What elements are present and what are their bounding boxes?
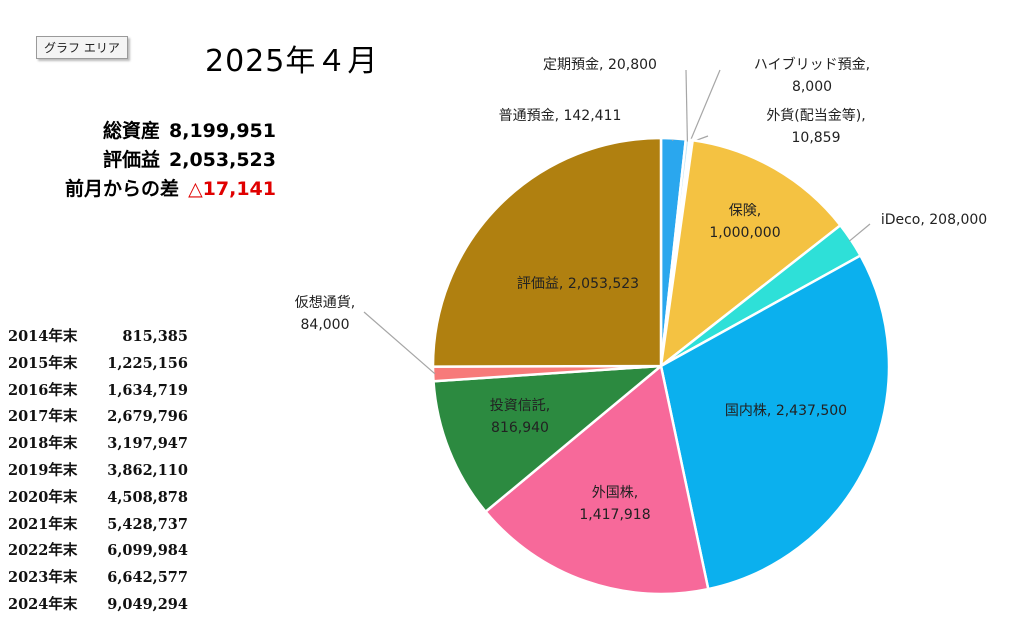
history-year: 2022年末 xyxy=(8,542,78,560)
history-row: 2014年末 815,385 xyxy=(8,324,188,351)
history-year: 2017年末 xyxy=(8,408,78,426)
slice-10-label: 仮想通貨, 84,000 xyxy=(295,294,355,333)
slice-8-label: 外国株, 1,417,918 xyxy=(579,485,650,523)
slice-3-label: ハイブリッド預金, 8,000 xyxy=(754,56,870,95)
history-row: 2020年末 4,508,878 xyxy=(8,485,188,512)
history-year: 2014年末 xyxy=(8,328,78,345)
history-value: 6,099,984 xyxy=(107,542,188,560)
history-value: 1,225,156 xyxy=(107,354,188,372)
slice-4-label: 外貨(配当金等), 10,859 xyxy=(766,107,865,146)
history-value: 3,197,947 xyxy=(107,435,188,453)
slice-7-wedge[interactable] xyxy=(659,253,891,591)
total-assets-value: 8,199,951 xyxy=(169,120,276,142)
monthly-diff-value: △17,141 xyxy=(188,178,276,200)
history-row: 2015年末 1,225,156 xyxy=(8,351,188,378)
history-value: 4,508,878 xyxy=(107,488,188,506)
slice-5-wedge[interactable] xyxy=(659,138,843,369)
slice-3-leader-line xyxy=(689,69,721,143)
monthly-diff-label: 前月からの差 xyxy=(65,178,180,200)
total-assets-row: 総資産 8,199,951 xyxy=(65,117,276,146)
history-year: 2024年末 xyxy=(8,595,78,613)
history-year: 2018年末 xyxy=(8,435,78,453)
monthly-diff-row: 前月からの差 △17,141 xyxy=(65,175,276,204)
history-value: 2,679,796 xyxy=(107,408,188,426)
history-row: 2019年末 3,862,110 xyxy=(8,458,188,485)
slice-9-label: 投資信託, 816,940 xyxy=(490,398,550,436)
history-year: 2019年末 xyxy=(8,461,78,479)
slice-6-leader-line xyxy=(849,223,871,242)
history-year: 2021年末 xyxy=(8,515,78,533)
history-year: 2015年末 xyxy=(8,354,78,372)
total-assets-label: 総資産 xyxy=(103,120,161,142)
history-row: 2023年末 6,642,577 xyxy=(8,565,188,592)
slice-11-label: 評価益, 2,053,523 xyxy=(517,276,639,292)
slice-5-label: 保険, 1,000,000 xyxy=(709,203,780,241)
history-value: 1,634,719 xyxy=(107,381,188,399)
slice-10-leader-line xyxy=(363,311,436,375)
history-row: 2022年末 6,099,984 xyxy=(8,538,188,565)
slice-1-label: 普通預金, 142,411 xyxy=(499,108,622,124)
history-row: 2018年末 3,197,947 xyxy=(8,431,188,458)
valuation-gain-row: 評価益 2,053,523 xyxy=(65,146,276,175)
history-value: 6,642,577 xyxy=(107,569,188,587)
slice-9-wedge[interactable] xyxy=(432,364,665,514)
slice-2-leader-line xyxy=(685,69,688,142)
slice-8-wedge[interactable] xyxy=(483,363,710,596)
chart-title: 2025年４月 xyxy=(205,44,379,79)
history-row: 2024年末 9,049,294 xyxy=(8,592,188,619)
history-row: 2016年末 1,634,719 xyxy=(8,378,188,405)
history-value: 3,862,110 xyxy=(107,461,188,479)
chart-area-tag[interactable]: グラフ エリア xyxy=(36,36,128,59)
slice-7-label: 国内株, 2,437,500 xyxy=(725,403,847,419)
yearly-history-table: 2014年末 815,385 2015年末 1,225,156 2016年末 1,63… xyxy=(8,324,188,619)
history-value: 5,428,737 xyxy=(107,515,188,533)
summary-block: 総資産 8,199,951 評価益 2,053,523 前月からの差 △17,141 xyxy=(65,117,276,204)
history-year: 2023年末 xyxy=(8,569,78,587)
slice-2-label: 定期預金, 20,800 xyxy=(543,57,657,73)
slice-6-label: iDeco, 208,000 xyxy=(881,212,987,228)
history-year: 2016年末 xyxy=(8,381,78,399)
history-value: 815,385 xyxy=(122,328,188,345)
history-row: 2021年末 5,428,737 xyxy=(8,512,188,539)
slice-11-wedge[interactable] xyxy=(431,136,663,368)
history-year: 2020年末 xyxy=(8,488,78,506)
valuation-gain-value: 2,053,523 xyxy=(169,149,276,171)
history-row: 2017年末 2,679,796 xyxy=(8,404,188,431)
history-value: 9,049,294 xyxy=(107,595,188,613)
valuation-gain-label: 評価益 xyxy=(103,149,161,171)
